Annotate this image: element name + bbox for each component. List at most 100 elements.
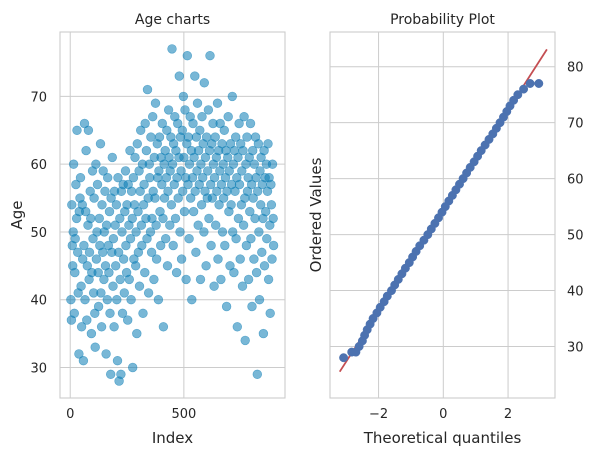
age-chart-point [188, 118, 198, 129]
age-chart-point [180, 105, 190, 115]
age-chart-point [245, 206, 255, 217]
probability-plot-y-tick-label: 80 [567, 61, 584, 76]
age-chart-point [92, 179, 103, 190]
age-chart-point [214, 200, 224, 210]
age-chart-point [117, 308, 128, 318]
age-chart-point [145, 227, 156, 237]
age-chart-point [252, 369, 262, 379]
age-chart-point [132, 139, 143, 149]
age-chart-point [233, 152, 243, 163]
age-chart-point [146, 247, 157, 258]
age-chart-point [131, 261, 141, 271]
age-chart-point [108, 281, 118, 291]
probability-plot-x-tick-label: 0 [439, 407, 447, 422]
age-chart-point [183, 132, 194, 142]
age-chart-point [127, 213, 138, 224]
age-chart-point [124, 274, 135, 285]
age-chart-point [233, 213, 244, 224]
age-chart-point [177, 125, 188, 136]
age-chart-point [189, 152, 199, 163]
age-chart-point [96, 288, 106, 298]
probability-plot-x-tick-label: −2 [369, 407, 388, 422]
age-chart-point [166, 200, 177, 210]
age-chart-point [110, 261, 121, 271]
probability-plot-point [519, 84, 529, 94]
age-chart-point [70, 267, 80, 278]
age-chart-point [184, 159, 195, 169]
age-chart-point [223, 152, 233, 163]
age-chart-point [242, 186, 253, 197]
age-chart-point [71, 179, 81, 190]
age-chart-point [241, 240, 252, 251]
age-chart-point [113, 173, 123, 183]
age-chart-point [77, 254, 88, 264]
age-chart-point [139, 179, 149, 190]
age-chart-point [251, 267, 262, 278]
age-chart-point [110, 220, 120, 230]
age-chart-point [104, 267, 114, 278]
age-chart-point [140, 267, 150, 278]
age-chart-point [182, 50, 193, 61]
age-chart-point [223, 111, 233, 122]
age-chart-point [267, 254, 277, 264]
age-chart-point [100, 186, 110, 197]
age-chart-point [112, 295, 122, 305]
age-chart-point [72, 125, 82, 136]
age-chart-point [132, 328, 142, 339]
age-chart-point [83, 125, 94, 136]
age-chart-point [128, 173, 139, 183]
age-chart-point [218, 159, 228, 169]
age-chart-point [173, 118, 183, 129]
age-chart-point [136, 220, 147, 230]
age-chart-point [253, 139, 264, 149]
age-chart-point [176, 166, 186, 176]
age-chart-point [204, 213, 214, 224]
age-chart-point [156, 240, 166, 251]
age-chart-point [262, 234, 272, 244]
age-chart-point [82, 261, 93, 271]
age-chart-point [253, 186, 263, 197]
age-chart-point [266, 200, 277, 210]
age-chart-point [209, 281, 219, 291]
age-chart-point [96, 322, 107, 332]
age-chart-y-tick-label: 60 [30, 158, 47, 173]
age-chart-point [187, 295, 197, 305]
age-chart-point [84, 247, 95, 258]
age-chart-point [107, 152, 118, 163]
age-chart-point [90, 342, 100, 352]
age-chart-point [179, 152, 189, 163]
age-chart-point [266, 179, 276, 190]
age-chart-point [195, 125, 205, 136]
probability-plot-x-axis-label: Theoretical quantiles [363, 429, 522, 447]
age-chart-point [219, 125, 230, 136]
age-chart-point [265, 308, 275, 318]
age-chart-point [193, 220, 203, 230]
probability-plot-grid [330, 32, 555, 398]
age-chart-point [220, 240, 230, 251]
age-chart-point [184, 234, 194, 244]
age-chart-point [226, 200, 236, 210]
age-chart-point [231, 132, 241, 142]
age-chart-point [158, 322, 169, 332]
age-chart-point [216, 274, 226, 285]
age-chart-point [78, 356, 89, 366]
age-chart-point [72, 247, 83, 258]
age-chart-point [254, 227, 264, 237]
age-chart-point [167, 159, 178, 169]
age-chart-point [112, 356, 123, 366]
age-chart-point [211, 220, 221, 230]
age-chart-point [261, 206, 271, 217]
age-chart-point [145, 173, 155, 183]
age-chart-point [122, 315, 133, 325]
age-chart-point [105, 369, 116, 379]
probability-plot-x-tick-label: 2 [504, 407, 512, 422]
age-chart-point [227, 91, 238, 102]
age-chart-point [137, 240, 147, 251]
age-chart-point [151, 254, 162, 264]
age-chart-point [153, 295, 164, 305]
age-chart-point [157, 179, 167, 190]
age-chart-point [143, 288, 154, 298]
age-chart-point [229, 267, 239, 278]
probability-plot-y-tick-label: 60 [567, 173, 584, 188]
